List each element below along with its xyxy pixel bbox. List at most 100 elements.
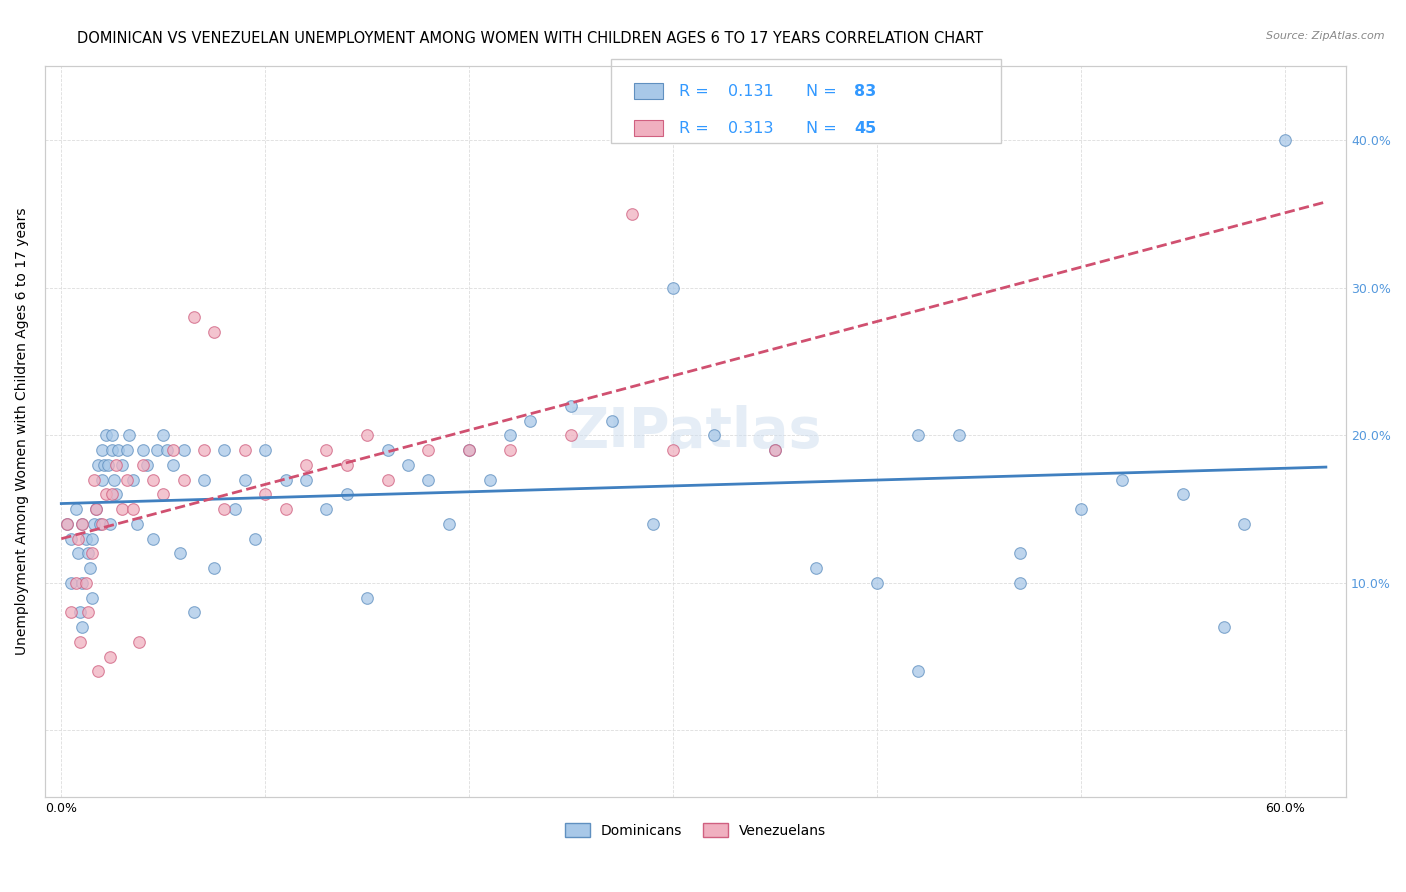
Point [214, 443, 236, 458]
Point [866, 575, 889, 590]
Point [1008, 575, 1031, 590]
Point [1070, 502, 1092, 516]
Point [121, 473, 143, 487]
Point [763, 443, 786, 458]
Text: ZIPatlas: ZIPatlas [569, 405, 823, 458]
Point [115, 443, 138, 458]
Point [101, 443, 124, 458]
Point [146, 443, 169, 458]
Point [70, 575, 93, 590]
Point [233, 443, 256, 458]
Point [87, 458, 110, 472]
Point [804, 561, 827, 575]
Point [519, 413, 541, 427]
Point [111, 458, 134, 472]
Point [356, 428, 378, 442]
Point [396, 458, 419, 472]
Point [418, 473, 440, 487]
Point [202, 561, 225, 575]
Point [907, 665, 929, 679]
Point [101, 487, 124, 501]
Point [763, 443, 786, 458]
Point [662, 443, 685, 458]
Point [560, 428, 582, 442]
Point [96, 487, 118, 501]
Point [162, 458, 184, 472]
Point [60, 575, 83, 590]
Point [136, 458, 159, 472]
Point [1111, 473, 1133, 487]
Legend: Dominicans, Venezuelans: Dominicans, Venezuelans [558, 816, 834, 845]
Point [142, 532, 165, 546]
Point [1274, 133, 1296, 147]
Text: 0.131: 0.131 [728, 84, 773, 99]
Point [84, 502, 107, 516]
Point [356, 591, 378, 605]
Point [87, 665, 110, 679]
Point [152, 428, 174, 442]
Point [69, 635, 91, 649]
FancyBboxPatch shape [634, 83, 664, 99]
Point [560, 399, 582, 413]
Point [458, 443, 481, 458]
Point [458, 443, 481, 458]
Point [111, 502, 134, 516]
Text: 45: 45 [855, 120, 876, 136]
Point [183, 605, 205, 619]
FancyBboxPatch shape [612, 59, 1001, 143]
Point [703, 428, 725, 442]
Point [1008, 546, 1031, 560]
Point [156, 443, 179, 458]
Point [621, 207, 644, 221]
Point [101, 428, 124, 442]
Point [91, 473, 114, 487]
Point [97, 458, 120, 472]
Text: N =: N = [806, 84, 842, 99]
Point [173, 473, 195, 487]
Point [254, 487, 277, 501]
Point [125, 516, 148, 531]
Text: R =: R = [679, 120, 714, 136]
Point [183, 310, 205, 325]
Point [56, 516, 79, 531]
Text: 83: 83 [855, 84, 876, 99]
Point [93, 458, 115, 472]
Point [377, 443, 399, 458]
Point [193, 443, 215, 458]
Text: 0.313: 0.313 [728, 120, 773, 136]
Text: R =: R = [679, 84, 714, 99]
Point [69, 605, 91, 619]
Point [193, 473, 215, 487]
Point [79, 561, 101, 575]
Point [84, 502, 107, 516]
Point [295, 473, 318, 487]
FancyBboxPatch shape [634, 120, 664, 136]
Point [173, 443, 195, 458]
Point [336, 458, 359, 472]
Point [80, 546, 103, 560]
Point [162, 443, 184, 458]
Point [142, 473, 165, 487]
Point [169, 546, 191, 560]
Point [233, 473, 256, 487]
Point [315, 443, 337, 458]
Point [214, 502, 236, 516]
Point [224, 502, 246, 516]
Point [478, 473, 501, 487]
Point [499, 443, 522, 458]
Point [274, 502, 297, 516]
Point [907, 428, 929, 442]
Point [600, 413, 623, 427]
Point [336, 487, 359, 501]
Point [202, 325, 225, 339]
Point [98, 516, 121, 531]
Point [65, 575, 87, 590]
Point [83, 516, 105, 531]
Point [437, 516, 460, 531]
Point [76, 605, 98, 619]
Point [70, 516, 93, 531]
Point [66, 546, 89, 560]
Text: N =: N = [806, 120, 842, 136]
Point [65, 502, 87, 516]
Point [75, 575, 97, 590]
